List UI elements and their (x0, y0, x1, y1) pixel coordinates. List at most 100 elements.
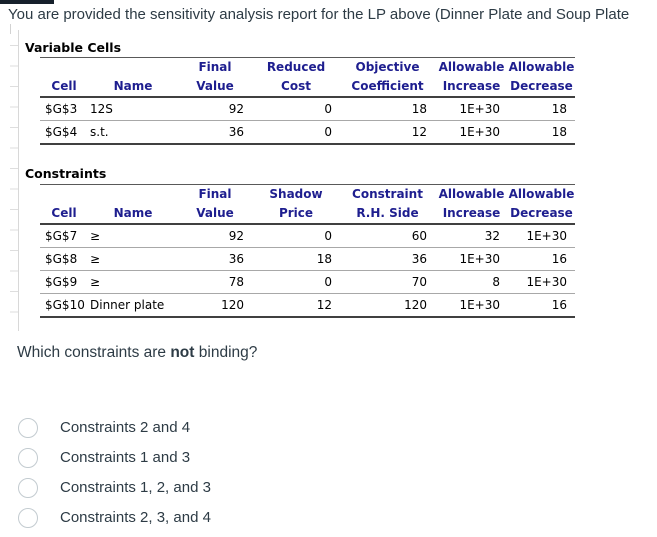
table-cell: 78 (178, 270, 252, 294)
question-bold-word: not (170, 344, 195, 361)
header-cell: Price (252, 204, 340, 225)
table-cell: 8 (435, 270, 508, 294)
table-cell: 92 (178, 97, 252, 121)
table-cell: 36 (178, 247, 252, 271)
header-cell: Reduced (266, 60, 326, 74)
table-cell: ≥ (88, 247, 178, 271)
table-cell: 18 (252, 247, 340, 271)
table-cell: 1E+30 (508, 270, 575, 294)
header-cell (88, 58, 178, 78)
table-cell: 120 (340, 293, 435, 318)
table-cell: Dinner plate (88, 293, 178, 318)
header-row: Cell Name Value Price R.H. Side Increase Decre… (40, 204, 575, 225)
clipped-topbar-fragment (0, 0, 54, 4)
header-cell: Decrease (508, 77, 575, 98)
header-cell: Increase (435, 77, 508, 98)
table-row: $G$3 12S 92 0 18 1E+30 18 (40, 97, 575, 121)
table-cell: 18 (508, 120, 575, 145)
table-cell: ≥ (88, 224, 178, 248)
table-cell: 36 (178, 120, 252, 145)
header-cell: Allowable (438, 187, 505, 201)
table-row: $G$7 ≥92 0 60 32 1E+30 (40, 224, 575, 248)
table-row: $G$4 s.t. 36 0 12 1E+30 18 (40, 120, 575, 145)
table-row: $G$8 ≥36 18 36 1E+30 16 (40, 247, 575, 271)
header-cell: Decrease (508, 204, 575, 225)
header-cell: Allowable (508, 60, 575, 74)
header-cell: Increase (435, 204, 508, 225)
table-cell: 1E+30 (508, 224, 575, 248)
table-cell: ≥ (88, 270, 178, 294)
header-row: Cell Name Value Cost Coefficient Increase Decr… (40, 77, 575, 98)
header-cell: Cost (252, 77, 340, 98)
spreadsheet-gridline-stubs (10, 45, 18, 331)
table-cell: 18 (508, 97, 575, 121)
header-cell: Name (88, 77, 178, 98)
question-prefix: Which constraints are (17, 344, 171, 361)
table-cell: 0 (252, 97, 340, 121)
table-cell: 36 (340, 247, 435, 271)
table-cell: $G$3 (40, 97, 88, 121)
header-cell: Cell (40, 77, 88, 98)
answer-options-list: Constraints 2 and 4 Constraints 1 and 3 Co… (18, 413, 211, 533)
header-cell: Name (88, 204, 178, 225)
text-cursor-artifact (10, 24, 11, 34)
table-cell: $G$9 (40, 270, 88, 294)
radio-button-icon[interactable] (18, 418, 38, 438)
answer-option-label[interactable]: Constraints 2, 3, and 4 (60, 509, 211, 526)
variable-cells-section-title: Variable Cells (25, 40, 122, 55)
table-cell: s.t. (88, 120, 178, 145)
table-cell: 1E+30 (435, 97, 508, 121)
table-cell: 18 (340, 97, 435, 121)
table-cell: 1E+30 (435, 247, 508, 271)
table-cell: 12 (340, 120, 435, 145)
header-cell: Constraint (352, 187, 423, 201)
table-cell: 0 (252, 120, 340, 145)
answer-option[interactable]: Constraints 2, 3, and 4 (18, 503, 211, 533)
radio-button-icon[interactable] (18, 448, 38, 468)
table-cell: 120 (178, 293, 252, 318)
answer-option[interactable]: Constraints 1, 2, and 3 (18, 473, 211, 503)
answer-option-label[interactable]: Constraints 1 and 3 (60, 449, 191, 466)
header-cell (88, 185, 178, 205)
table-cell: $G$8 (40, 247, 88, 271)
table-cell: 16 (508, 247, 575, 271)
sensitivity-table-variable-cells: Final Reduced Objective Allowable Allowable C… (40, 57, 575, 145)
question-suffix: binding? (194, 344, 258, 361)
table-cell: 12S (88, 97, 178, 121)
header-cell: Value (178, 77, 252, 98)
header-cell (40, 58, 88, 78)
table-cell: $G$4 (40, 120, 88, 145)
constraints-section-title: Constraints (25, 166, 107, 181)
table-cell: 1E+30 (435, 293, 508, 318)
answer-option-label[interactable]: Constraints 2 and 4 (60, 419, 191, 436)
radio-button-icon[interactable] (18, 508, 38, 528)
table-cell: $G$10 (40, 293, 88, 318)
answer-option[interactable]: Constraints 2 and 4 (18, 413, 211, 443)
table-row: $G$10 Dinner plate 120 12 120 1E+30 16 (40, 293, 575, 318)
header-row: Final Shadow Constraint Allowable Allowable (40, 185, 575, 205)
header-cell: Final (198, 187, 232, 201)
table-cell: 0 (252, 224, 340, 248)
table-row: $G$9 ≥78 0 70 8 1E+30 (40, 270, 575, 294)
header-cell: Shadow (269, 187, 323, 201)
table-cell: 60 (340, 224, 435, 248)
header-cell: Allowable (438, 60, 505, 74)
table-cell: 16 (508, 293, 575, 318)
sensitivity-table-constraints: Final Shadow Constraint Allowable Allowable C… (40, 184, 575, 318)
header-row: Final Reduced Objective Allowable Allowable (40, 58, 575, 78)
table-cell: $G$7 (40, 224, 88, 248)
answer-option-label[interactable]: Constraints 1, 2, and 3 (60, 479, 211, 496)
spreadsheet-gridline-vertical (18, 30, 19, 331)
answer-option[interactable]: Constraints 1 and 3 (18, 443, 211, 473)
radio-button-icon[interactable] (18, 478, 38, 498)
table-cell: 12 (252, 293, 340, 318)
header-cell: Coefficient (340, 77, 435, 98)
header-cell: Cell (40, 204, 88, 225)
header-cell: Value (178, 204, 252, 225)
table-cell: 32 (435, 224, 508, 248)
table-cell: 92 (178, 224, 252, 248)
intro-text: You are provided the sensitivity analysi… (8, 6, 630, 23)
table-cell: 70 (340, 270, 435, 294)
table-cell: 0 (252, 270, 340, 294)
